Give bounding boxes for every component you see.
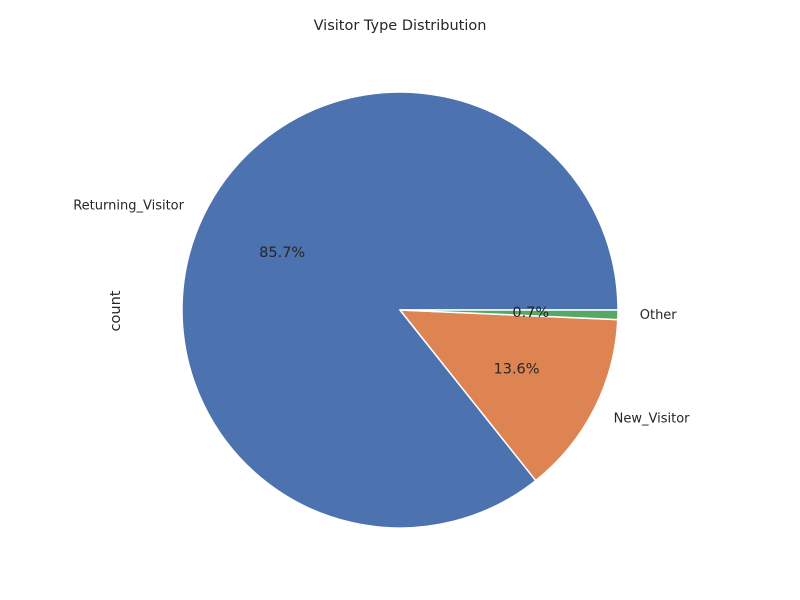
category-label-other: Other	[640, 308, 678, 323]
y-axis-label: count	[108, 290, 124, 331]
percent-label-returning-visitor: 85.7%	[259, 245, 305, 261]
percent-label-new-visitor: 13.6%	[494, 361, 540, 377]
percent-label-other: 0.7%	[512, 305, 549, 321]
pie-slice-other	[399, 309, 619, 321]
category-label-returning-visitor: Returning_Visitor	[73, 198, 184, 213]
chart-title: Visitor Type Distribution	[314, 18, 487, 34]
pie-slice-new-visitor	[399, 309, 619, 482]
category-label-new-visitor: New_Visitor	[614, 411, 691, 426]
pie-slices	[181, 91, 619, 529]
pie-labels: Returning_Visitor 85.7% New_Visitor 13.6% Ot…	[73, 198, 690, 426]
